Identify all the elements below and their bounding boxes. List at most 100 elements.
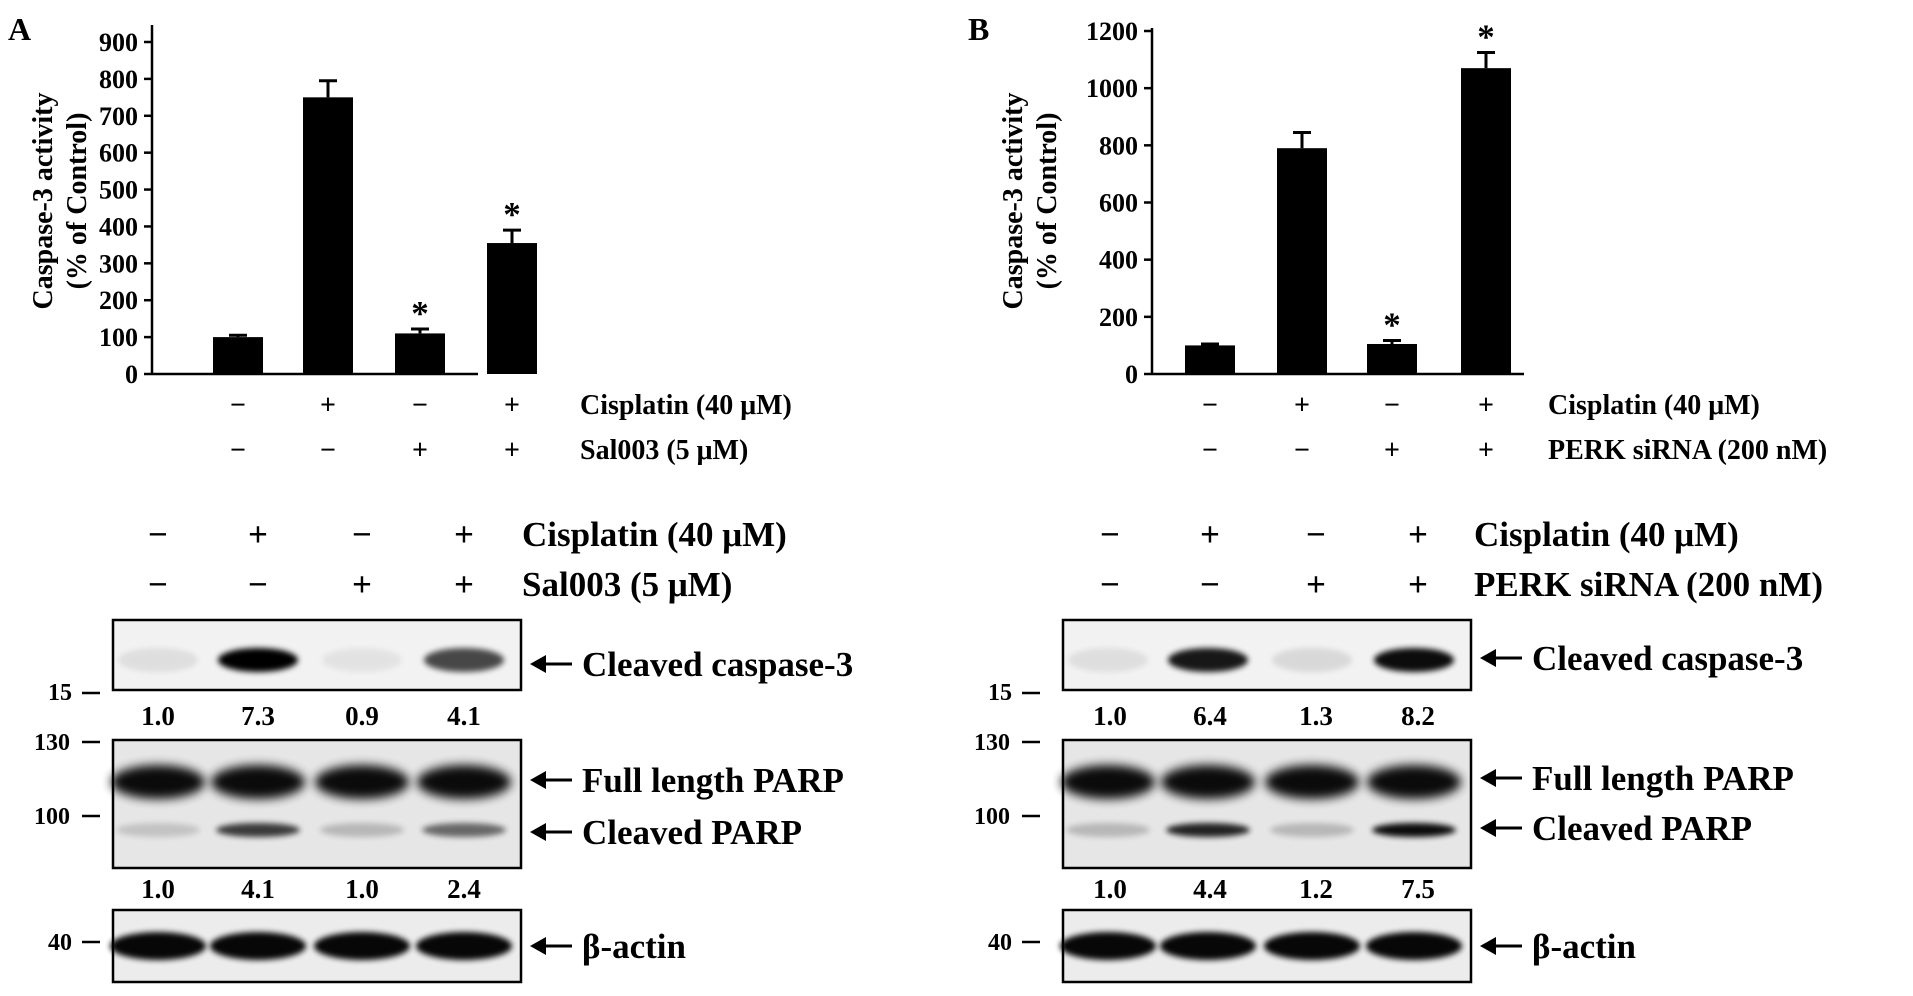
sign-a-1-2: + xyxy=(320,390,336,421)
arrow-icon xyxy=(530,823,572,841)
band-actin-b-4 xyxy=(1366,932,1462,960)
blot-a-caspase-ratio-2: 7.3 xyxy=(241,701,275,731)
significance-marker-a-4: * xyxy=(503,195,521,234)
blot-a-parp-ratio-2: 4.1 xyxy=(241,874,275,904)
sign-a-2-4: + xyxy=(504,435,520,466)
blot-a: − + − + Cisplatin (40 μM) − − + + Sal003… xyxy=(34,515,853,984)
y-tick-label-a: 900 xyxy=(99,28,138,57)
band-actin-a-3 xyxy=(314,932,410,960)
blot-a-caspase-label: Cleaved caspase-3 xyxy=(582,645,853,684)
band-parp-full-a-3 xyxy=(315,765,409,799)
y-tick-label-a: 200 xyxy=(99,286,138,315)
sign-b-1-1: − xyxy=(1202,390,1218,421)
band-parp-cleaved-a-2 xyxy=(216,823,300,837)
blot-b-parp-ratio-3: 1.2 xyxy=(1299,874,1333,904)
blot-b-parp-strip xyxy=(1061,738,1473,870)
blot-b-actin-bands xyxy=(1060,932,1462,960)
treatment-row-a-1: − + − + Cisplatin (40 μM) xyxy=(230,390,792,421)
sign-a-2-3: + xyxy=(412,435,428,466)
y-tick-label-a: 400 xyxy=(99,212,138,241)
y-tick-label-b: 600 xyxy=(1099,189,1138,218)
blot-a-parp-ratio-1: 1.0 xyxy=(141,874,175,904)
y-axis-label-a-line1: Caspase-3 activity xyxy=(28,93,59,310)
blot-a-treatment-cisplatin: Cisplatin (40 μM) xyxy=(522,515,787,554)
y-tick-label-a: 100 xyxy=(99,323,138,352)
blot-b-parp-mw-100: 100 xyxy=(974,804,1010,830)
band-caspase-b-1 xyxy=(1068,648,1148,672)
y-tick-label-b: 0 xyxy=(1125,360,1138,389)
blot-b-parp-ratio-4: 7.5 xyxy=(1401,874,1435,904)
band-actin-b-1 xyxy=(1060,932,1156,960)
sign-b-2-2: − xyxy=(1294,435,1310,466)
blot-b-caspase-bands xyxy=(1068,648,1454,672)
sign-b-2-3: + xyxy=(1384,435,1400,466)
blot-a-parp-ratio-4: 2.4 xyxy=(447,874,481,904)
blot-a-parp-cleaved-label: Cleaved PARP xyxy=(582,813,802,852)
treatment-row-b-1: − + − + Cisplatin (40 μM) xyxy=(1202,390,1760,421)
blot-b-caspase-ratio-4: 8.2 xyxy=(1401,701,1435,731)
panel-label-a: A xyxy=(8,11,31,47)
treatment-label-a-cisplatin: Cisplatin (40 μM) xyxy=(580,390,792,421)
blot-a-sign-2-4: + xyxy=(454,565,474,604)
band-parp-full-b-3 xyxy=(1265,765,1359,799)
blot-b-sign-2-4: + xyxy=(1408,565,1428,604)
arrow-icon xyxy=(530,771,572,789)
significance-marker-a-3: * xyxy=(411,294,429,333)
blot-a-sign-1-2: + xyxy=(248,515,268,554)
blot-b-treatment-row-1: − + − + Cisplatin (40 μM) xyxy=(1100,515,1739,554)
bar-a-2 xyxy=(303,97,353,374)
sign-b-2-1: − xyxy=(1202,435,1218,466)
y-ticks-a: 0 100 200 300 400 500 600 700 800 900 xyxy=(99,28,152,389)
y-tick-label-b: 1200 xyxy=(1086,17,1138,46)
y-tick-label-a: 700 xyxy=(99,102,138,131)
blot-a-actin-bands xyxy=(110,932,512,960)
blot-b-parp-ratio-2: 4.4 xyxy=(1193,874,1227,904)
blot-b-sign-1-4: + xyxy=(1408,515,1428,554)
blot-a-parp-strip xyxy=(111,738,523,870)
significance-marker-b-4: * xyxy=(1477,17,1495,56)
blot-b-actin-label: β-actin xyxy=(1532,927,1636,966)
bar-a-1 xyxy=(213,337,263,374)
blot-b-treatment-perk: PERK siRNA (200 nM) xyxy=(1474,565,1823,604)
sign-a-1-4: + xyxy=(504,390,520,421)
chart-b: Caspase-3 activity (% of Control) 0 200 40… xyxy=(998,17,1827,466)
band-actin-a-4 xyxy=(416,932,512,960)
blot-a-sign-1-1: − xyxy=(148,515,168,554)
blot-a-actin-label: β-actin xyxy=(582,927,686,966)
blot-a-sign-1-4: + xyxy=(454,515,474,554)
y-tick-label-a: 300 xyxy=(99,249,138,278)
blot-a-treatment-row-2: − − + + Sal003 (5 μM) xyxy=(148,565,732,604)
arrow-icon xyxy=(1480,649,1522,667)
y-ticks-b: 0 200 400 600 800 1000 1200 xyxy=(1086,17,1152,389)
band-parp-full-a-1 xyxy=(111,765,205,799)
band-caspase-b-2 xyxy=(1168,648,1248,672)
y-tick-label-a: 800 xyxy=(99,65,138,94)
bar-b-3 xyxy=(1367,343,1417,374)
sign-a-1-3: − xyxy=(412,390,428,421)
arrow-icon xyxy=(1480,819,1522,837)
y-axis-label-a-line2: (% of Control) xyxy=(62,113,93,290)
band-caspase-a-1 xyxy=(118,648,198,672)
blot-a-treatment-sal003: Sal003 (5 μM) xyxy=(522,565,732,604)
blot-b-parp-bands xyxy=(1061,765,1461,837)
y-tick-label-a: 600 xyxy=(99,139,138,168)
blot-b-parp-cleaved-label: Cleaved PARP xyxy=(1532,809,1752,848)
arrow-icon xyxy=(530,655,572,673)
y-tick-label-b: 800 xyxy=(1099,131,1138,160)
band-parp-cleaved-a-1 xyxy=(116,823,200,837)
bars-b: ** xyxy=(1185,17,1511,375)
y-axis-label-b-line1: Caspase-3 activity xyxy=(998,93,1029,310)
blot-b-sign-1-1: − xyxy=(1100,515,1120,554)
band-parp-full-a-2 xyxy=(211,765,305,799)
blot-b-caspase-ratio-3: 1.3 xyxy=(1299,701,1333,731)
blot-a-sign-2-3: + xyxy=(352,565,372,604)
blot-b-treatment-cisplatin: Cisplatin (40 μM) xyxy=(1474,515,1739,554)
y-tick-label-b: 400 xyxy=(1099,246,1138,275)
sign-a-2-2: − xyxy=(320,435,336,466)
blot-b-sign-2-2: − xyxy=(1200,565,1220,604)
blot-b: − + − + Cisplatin (40 μM) − − + + PERK s… xyxy=(974,515,1823,984)
blot-a-actin-mw: 40 xyxy=(48,930,72,956)
band-parp-full-b-1 xyxy=(1061,765,1155,799)
band-caspase-a-3 xyxy=(322,648,402,672)
